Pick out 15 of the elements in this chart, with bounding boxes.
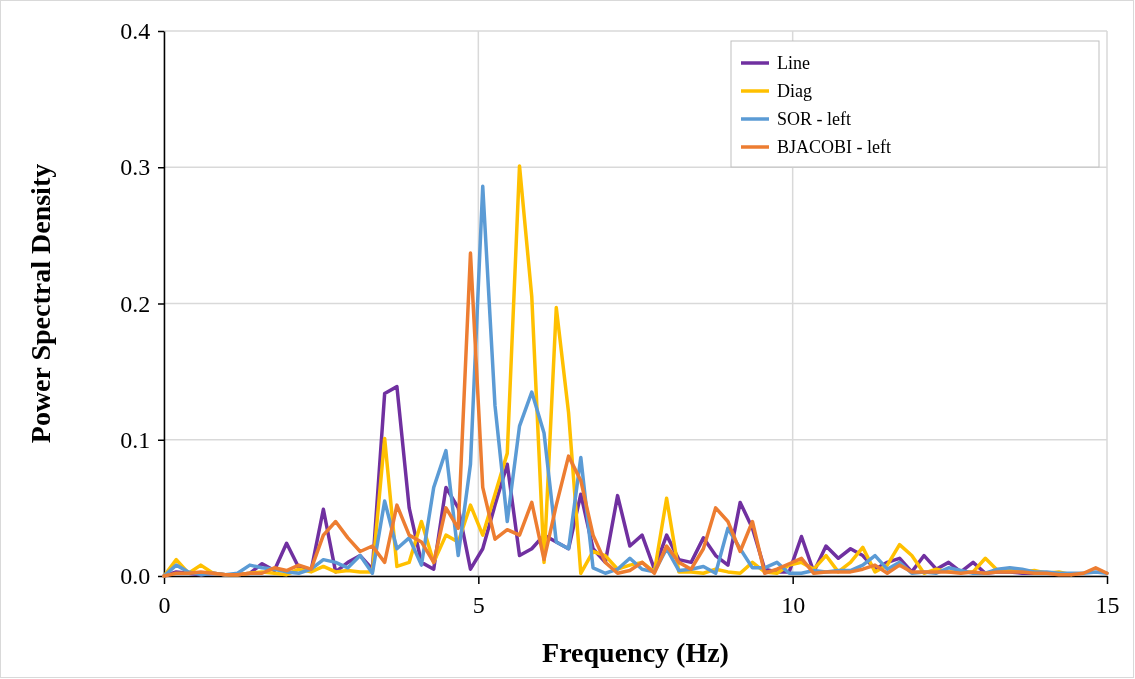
y-tick-label: 0.1 xyxy=(120,426,151,453)
y-axis-title: Power Spectral Density xyxy=(25,163,56,444)
legend-label: SOR - left xyxy=(777,109,851,129)
y-tick-label: 0.3 xyxy=(120,154,151,181)
legend-label: BJACOBI - left xyxy=(777,137,891,157)
x-tick-label: 10 xyxy=(781,592,806,619)
y-tick-label: 0.2 xyxy=(120,290,151,317)
y-tick-label: 0.0 xyxy=(120,563,151,590)
y-tick-label: 0.4 xyxy=(120,18,151,45)
legend-label: Line xyxy=(777,53,810,73)
legend-label: Diag xyxy=(777,81,812,101)
x-tick-label: 5 xyxy=(472,592,485,619)
x-axis-title: Frequency (Hz) xyxy=(542,637,729,668)
x-tick-label: 15 xyxy=(1095,592,1120,619)
x-tick-label: 0 xyxy=(158,592,171,619)
